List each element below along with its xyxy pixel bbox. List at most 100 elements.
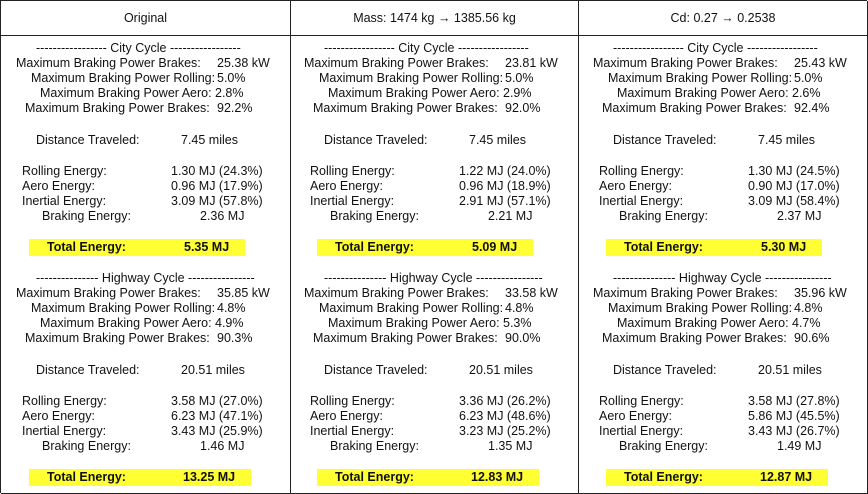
city-braking-value: 2.37 MJ — [777, 209, 822, 223]
highway-max-brakes-label: Maximum Braking Power Brakes: — [16, 286, 201, 300]
city-max-rolling-label: Maximum Braking Power Rolling: — [319, 71, 504, 85]
highway-cycle-header: --------------- Highway Cycle ----------… — [36, 271, 255, 285]
highway-rolling-value: 3.58 MJ (27.8%) — [748, 394, 840, 408]
city-max-rolling-label: Maximum Braking Power Rolling: — [608, 71, 793, 85]
city-braking-label: Braking Energy: — [42, 209, 131, 223]
city-max-brakes-label: Maximum Braking Power Brakes: — [593, 56, 778, 70]
city-max-brakes-value: 25.38 kW — [217, 56, 270, 70]
highway-max-brakes-value: 35.96 kW — [794, 286, 847, 300]
highway-max-rolling-label: Maximum Braking Power Rolling: — [608, 301, 793, 315]
highway-inertial-value: 3.43 MJ (25.9%) — [171, 424, 263, 438]
highway-rolling-value: 3.58 MJ (27.0%) — [171, 394, 263, 408]
city-rolling-value: 1.22 MJ (24.0%) — [459, 164, 551, 178]
highway-aero-label: Aero Energy: — [599, 409, 672, 423]
city-max-brakes-pct-label: Maximum Braking Power Brakes: — [313, 101, 498, 115]
city-aero-label: Aero Energy: — [310, 179, 383, 193]
city-distance-label: Distance Traveled: — [36, 133, 140, 147]
highway-max-brakes-pct-label: Maximum Braking Power Brakes: — [602, 331, 787, 345]
highway-braking-value: 1.35 MJ — [488, 439, 533, 453]
city-total-energy-highlight: Total Energy: 5.35 MJ — [29, 239, 245, 256]
city-total-energy-label: Total Energy: — [335, 240, 414, 254]
city-cycle-header: ----------------- City Cycle -----------… — [613, 41, 818, 55]
city-max-aero-value: 2.6% — [792, 86, 821, 100]
highway-rolling-label: Rolling Energy: — [22, 394, 107, 408]
city-distance-label: Distance Traveled: — [324, 133, 428, 147]
highway-max-aero-label: Maximum Braking Power Aero: — [328, 316, 500, 330]
city-total-energy-highlight: Total Energy: 5.09 MJ — [317, 239, 533, 256]
city-max-brakes-pct-value: 92.0% — [505, 101, 541, 115]
city-distance-value: 7.45 miles — [469, 133, 526, 147]
city-braking-value: 2.36 MJ — [200, 209, 245, 223]
highway-max-brakes-value: 35.85 kW — [217, 286, 270, 300]
city-max-rolling-value: 5.0% — [217, 71, 246, 85]
highway-total-energy-label: Total Energy: — [624, 470, 703, 484]
city-inertial-label: Inertial Energy: — [22, 194, 107, 208]
highway-max-rolling-value: 4.8% — [505, 301, 534, 315]
highway-aero-value: 5.86 MJ (45.5%) — [748, 409, 840, 423]
highway-aero-value: 6.23 MJ (47.1%) — [171, 409, 263, 423]
city-braking-label: Braking Energy: — [619, 209, 708, 223]
highway-max-aero-value: 4.7% — [792, 316, 821, 330]
highway-distance-label: Distance Traveled: — [324, 363, 428, 377]
highway-max-brakes-pct-label: Maximum Braking Power Brakes: — [25, 331, 210, 345]
city-cycle-header: ----------------- City Cycle -----------… — [36, 41, 241, 55]
city-total-energy-label: Total Energy: — [624, 240, 703, 254]
city-aero-label: Aero Energy: — [22, 179, 95, 193]
city-total-energy-label: Total Energy: — [47, 240, 126, 254]
highway-aero-value: 6.23 MJ (48.6%) — [459, 409, 551, 423]
highway-max-brakes-pct-value: 90.0% — [505, 331, 541, 345]
highway-total-energy-highlight: Total Energy: 13.25 MJ — [29, 469, 251, 486]
highway-max-aero-label: Maximum Braking Power Aero: — [617, 316, 789, 330]
column-header-original: Original — [1, 1, 291, 36]
city-max-brakes-pct-label: Maximum Braking Power Brakes: — [25, 101, 210, 115]
city-max-aero-value: 2.8% — [215, 86, 244, 100]
highway-distance-value: 20.51 miles — [181, 363, 245, 377]
highway-total-energy-highlight: Total Energy: 12.83 MJ — [317, 469, 539, 486]
highway-braking-value: 1.49 MJ — [777, 439, 822, 453]
city-braking-value: 2.21 MJ — [488, 209, 533, 223]
highway-max-brakes-value: 33.58 kW — [505, 286, 558, 300]
city-max-brakes-value: 25.43 kW — [794, 56, 847, 70]
highway-max-brakes-pct-value: 90.3% — [217, 331, 253, 345]
city-max-aero-label: Maximum Braking Power Aero: — [40, 86, 212, 100]
city-braking-label: Braking Energy: — [330, 209, 419, 223]
highway-max-aero-label: Maximum Braking Power Aero: — [40, 316, 212, 330]
highway-total-energy-value: 13.25 MJ — [183, 470, 236, 484]
city-max-brakes-pct-value: 92.2% — [217, 101, 253, 115]
city-max-aero-label: Maximum Braking Power Aero: — [328, 86, 500, 100]
highway-aero-label: Aero Energy: — [310, 409, 383, 423]
highway-aero-label: Aero Energy: — [22, 409, 95, 423]
highway-max-aero-value: 4.9% — [215, 316, 244, 330]
highway-total-energy-value: 12.83 MJ — [471, 470, 524, 484]
city-aero-value: 0.96 MJ (18.9%) — [459, 179, 551, 193]
highway-max-aero-value: 5.3% — [503, 316, 532, 330]
highway-braking-label: Braking Energy: — [619, 439, 708, 453]
highway-max-rolling-label: Maximum Braking Power Rolling: — [31, 301, 216, 315]
column-original: ----------------- City Cycle -----------… — [1, 36, 291, 494]
city-inertial-label: Inertial Energy: — [599, 194, 684, 208]
highway-total-energy-highlight: Total Energy: 12.87 MJ — [606, 469, 828, 486]
highway-inertial-label: Inertial Energy: — [310, 424, 395, 438]
city-inertial-value: 3.09 MJ (58.4%) — [748, 194, 840, 208]
highway-distance-label: Distance Traveled: — [36, 363, 140, 377]
city-max-aero-value: 2.9% — [503, 86, 532, 100]
city-max-rolling-label: Maximum Braking Power Rolling: — [31, 71, 216, 85]
highway-rolling-label: Rolling Energy: — [310, 394, 395, 408]
highway-braking-label: Braking Energy: — [42, 439, 131, 453]
city-cycle-header: ----------------- City Cycle -----------… — [324, 41, 529, 55]
city-rolling-label: Rolling Energy: — [22, 164, 107, 178]
highway-max-brakes-label: Maximum Braking Power Brakes: — [304, 286, 489, 300]
column-header-mass: Mass: 1474 kg → 1385.56 kg — [291, 1, 579, 36]
city-total-energy-value: 5.35 MJ — [184, 240, 230, 254]
highway-inertial-value: 3.23 MJ (25.2%) — [459, 424, 551, 438]
city-aero-value: 0.90 MJ (17.0%) — [748, 179, 840, 193]
highway-distance-value: 20.51 miles — [469, 363, 533, 377]
highway-total-energy-label: Total Energy: — [335, 470, 414, 484]
highway-braking-label: Braking Energy: — [330, 439, 419, 453]
highway-distance-label: Distance Traveled: — [613, 363, 717, 377]
highway-braking-value: 1.46 MJ — [200, 439, 245, 453]
city-max-rolling-value: 5.0% — [794, 71, 823, 85]
highway-max-brakes-label: Maximum Braking Power Brakes: — [593, 286, 778, 300]
highway-total-energy-label: Total Energy: — [47, 470, 126, 484]
highway-max-rolling-label: Maximum Braking Power Rolling: — [319, 301, 504, 315]
